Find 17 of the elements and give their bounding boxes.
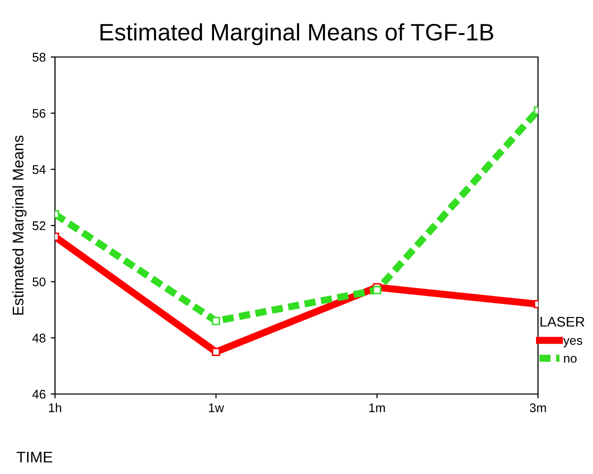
x-tick-label: 1m: [369, 403, 385, 412]
x-tick-label: 3m: [530, 403, 546, 412]
x-tick-label: 1w: [208, 403, 224, 412]
x-axis-title: TIME: [16, 452, 52, 462]
y-tick-label: 52: [32, 221, 46, 230]
chart-title: Estimated Marginal Means of TGF-1B: [100, 23, 494, 46]
y-tick-label: 56: [32, 108, 46, 118]
y-tick-label: 48: [32, 334, 46, 342]
y-axis-title: Estimated Marginal Means: [12, 136, 27, 315]
legend-label: no: [564, 356, 577, 363]
y-tick-label: 58: [32, 52, 46, 62]
y-tick-label: 50: [32, 277, 46, 286]
legend-title: LASER: [540, 316, 584, 327]
y-tick-label: 54: [32, 165, 46, 174]
x-tick-label: 1h: [49, 403, 62, 412]
legend-label: yes: [563, 338, 582, 348]
y-tick-label: 46: [32, 390, 46, 399]
